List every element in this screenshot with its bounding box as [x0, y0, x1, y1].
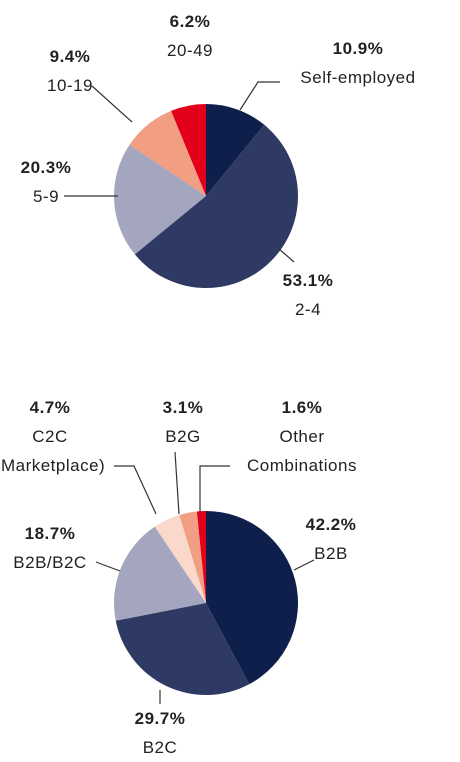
- leader-line: [95, 561, 121, 572]
- category-label: 5-9: [32, 187, 60, 206]
- value-label: 6.2%: [169, 12, 211, 31]
- category-label: B2B/B2C: [13, 553, 87, 572]
- pie-slice: [115, 603, 250, 695]
- pie-slice: [154, 514, 206, 603]
- leader-line: [174, 451, 180, 515]
- value-label: 3.1%: [162, 398, 204, 417]
- value-label: 4.7%: [29, 398, 71, 417]
- leader-line: [239, 81, 280, 111]
- leader-line: [199, 465, 230, 513]
- category-label: B2G: [165, 427, 201, 446]
- value-label: 9.4%: [49, 47, 91, 66]
- value-label: 1.6%: [281, 398, 323, 417]
- category-label: 2-4: [294, 300, 322, 319]
- pie-slice: [206, 104, 265, 196]
- category-label: 20-49: [167, 41, 213, 60]
- leader-line: [277, 247, 295, 263]
- pie-slice: [134, 124, 298, 288]
- pie-slice: [171, 104, 206, 196]
- category-label: 10-19: [47, 76, 93, 95]
- leader-line: [114, 465, 157, 515]
- value-label: 20.3%: [20, 158, 72, 177]
- value-label: 29.7%: [134, 709, 186, 728]
- pie-slice: [206, 511, 298, 685]
- value-label: 10.9%: [332, 39, 384, 58]
- pie-slice: [179, 511, 206, 603]
- category-label: Self-employed: [300, 68, 416, 87]
- category-label: B2B: [314, 544, 348, 563]
- pie-slice: [114, 144, 206, 255]
- value-label: 42.2%: [305, 515, 357, 534]
- category-label: C2C (Marketplace): [0, 427, 106, 475]
- leader-line: [91, 85, 133, 123]
- category-label: Other Combinations: [247, 427, 357, 475]
- leader-line: [293, 559, 315, 571]
- value-label: 18.7%: [24, 524, 76, 543]
- category-label: B2C: [142, 738, 178, 757]
- pie-slice: [196, 511, 206, 603]
- pie-slice: [114, 526, 206, 621]
- value-label: 53.1%: [282, 271, 334, 290]
- pie-slice: [129, 110, 206, 196]
